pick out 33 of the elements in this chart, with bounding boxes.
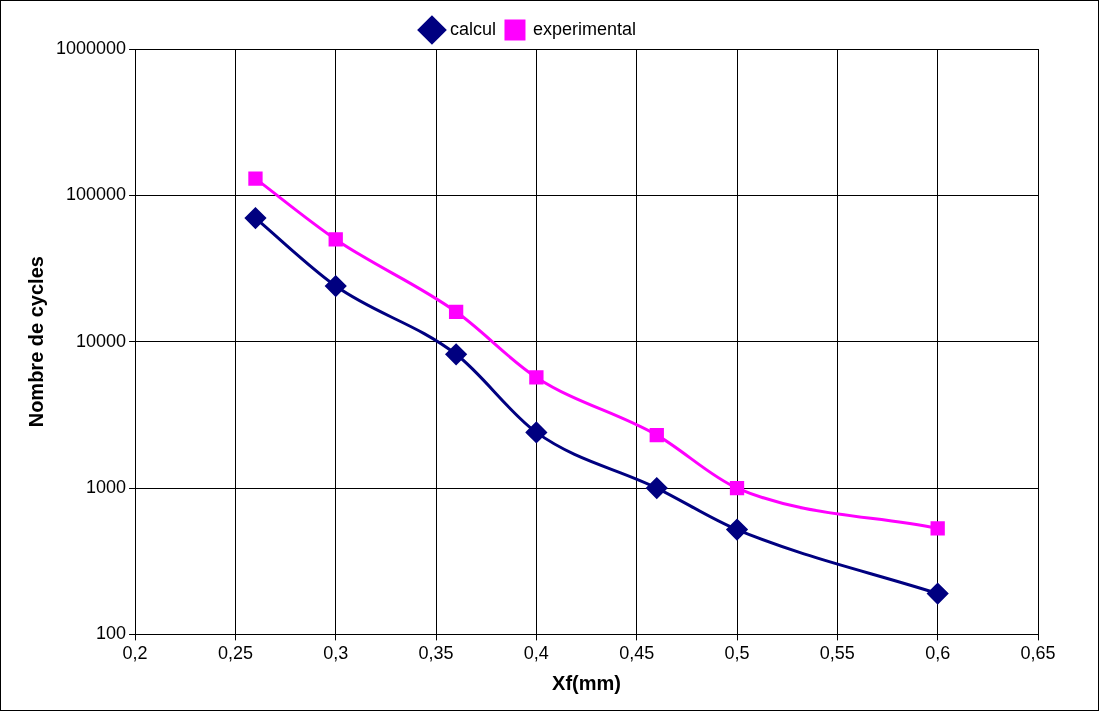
y-tick-label: 100000	[66, 184, 127, 205]
point	[328, 232, 343, 247]
x-tick-label: 0,2	[122, 643, 148, 664]
y-tick-label: 1000	[86, 477, 127, 498]
x-tick-label: 0,5	[724, 643, 750, 664]
x-tick-label: 0,55	[819, 643, 855, 664]
x-tick-label: 0,65	[1020, 643, 1056, 664]
point	[248, 171, 263, 186]
point	[445, 343, 467, 365]
point	[729, 480, 745, 496]
point	[525, 421, 547, 443]
point	[529, 370, 544, 385]
x-axis-title: Xf(mm)	[552, 671, 621, 694]
x-tick-label: 0,6	[925, 643, 951, 664]
x-tick-label: 0,4	[523, 643, 549, 664]
point	[244, 207, 266, 229]
point	[325, 275, 347, 297]
legend-label: experimental	[532, 18, 637, 39]
x-tick-label: 0,3	[323, 643, 349, 664]
x-tick-label: 0,45	[619, 643, 655, 664]
y-axis-title: Nombre de cycles	[24, 256, 47, 428]
point	[649, 427, 664, 443]
point	[927, 583, 949, 605]
point	[726, 519, 748, 541]
x-tick-label: 0,25	[217, 643, 253, 664]
y-tick-label: 10000	[76, 330, 127, 351]
legend-label: calcul	[449, 18, 496, 39]
y-tick-label: 1000000	[56, 37, 127, 58]
point	[448, 304, 464, 319]
point	[646, 477, 668, 499]
point	[930, 521, 945, 536]
y-tick-label: 100	[96, 623, 127, 644]
x-tick-label: 0,35	[418, 643, 454, 664]
